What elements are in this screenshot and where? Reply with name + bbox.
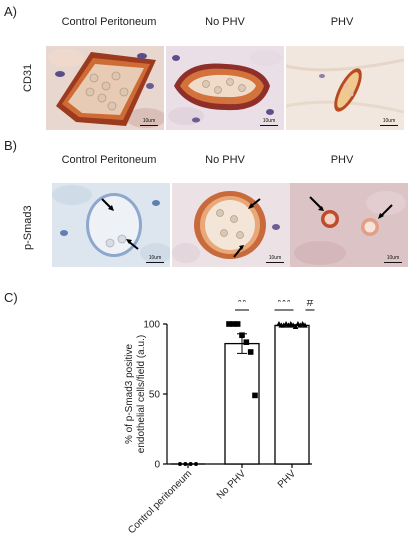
bar [274, 324, 310, 465]
column-header-phv: PHV [330, 154, 354, 166]
data-point [297, 322, 304, 328]
micrograph-cd31-phv: 10um [286, 46, 404, 130]
row-label-p-smad3: p-Smad3 [22, 205, 34, 250]
data-point [183, 462, 188, 466]
row-label-cd31: CD31 [22, 63, 34, 92]
y-tick-label: 0 [154, 460, 160, 471]
significance-marker: ** [237, 300, 247, 309]
data-point [230, 321, 237, 327]
data-point [280, 322, 287, 328]
data-point [247, 349, 254, 355]
data-point [194, 462, 198, 466]
p-smad3-bar-chart: 0 50 100 % of p-Smad3 positive endothelial c… [124, 300, 315, 536]
micrograph-cd31-control: 10um [46, 46, 164, 130]
column-header-control: Control Peritoneum [61, 154, 157, 166]
column-header-no-phv: No PHV [205, 16, 245, 28]
y-axis-label-line: % of p-Smad3 positive [124, 344, 135, 444]
y-tick-label: 100 [143, 320, 160, 331]
column-header-no-phv: No PHV [205, 154, 245, 166]
significance-marker: *** [277, 300, 291, 309]
data-point [178, 462, 182, 466]
micrograph-psmad3-control: 10um [52, 183, 170, 267]
micrograph-cd31-no-phv: 10um [166, 46, 284, 130]
significance-marker: # [307, 300, 314, 309]
x-tick-label: No PHV [215, 468, 249, 502]
data-point [292, 323, 299, 329]
scale-bar: 10um [140, 118, 158, 126]
panel-c-letter: C) [4, 290, 18, 305]
scale-bar: 10um [384, 255, 402, 263]
column-header-control: Control Peritoneum [61, 16, 157, 28]
scale-bar: 10um [380, 118, 398, 126]
micrograph-psmad3-phv: 10um [290, 183, 408, 267]
column-header-phv: PHV [330, 16, 354, 28]
data-point [239, 332, 245, 338]
panel-a-letter: A) [4, 4, 17, 19]
data-point [302, 322, 308, 328]
data-point [285, 322, 292, 328]
bar [224, 342, 260, 465]
scale-bar: 10um [146, 255, 164, 263]
y-tick-label: 50 [149, 390, 161, 401]
data-point [226, 321, 232, 327]
panel-b-letter: B) [4, 138, 17, 153]
scale-bar: 10um [266, 255, 284, 263]
x-tick-label: Control peritoneum [126, 468, 194, 536]
y-axis-label-line: endothelial cells/field (a.u.) [136, 335, 147, 453]
data-point [243, 339, 250, 345]
data-point [234, 321, 241, 327]
micrograph-psmad3-no-phv: 10um [172, 183, 290, 267]
scale-bar: 10um [260, 118, 278, 126]
x-tick-label: PHV [276, 468, 299, 491]
data-point [188, 462, 193, 466]
y-axis-label: % of p-Smad3 positive endothelial cells/f… [124, 335, 147, 453]
data-point [252, 392, 258, 399]
